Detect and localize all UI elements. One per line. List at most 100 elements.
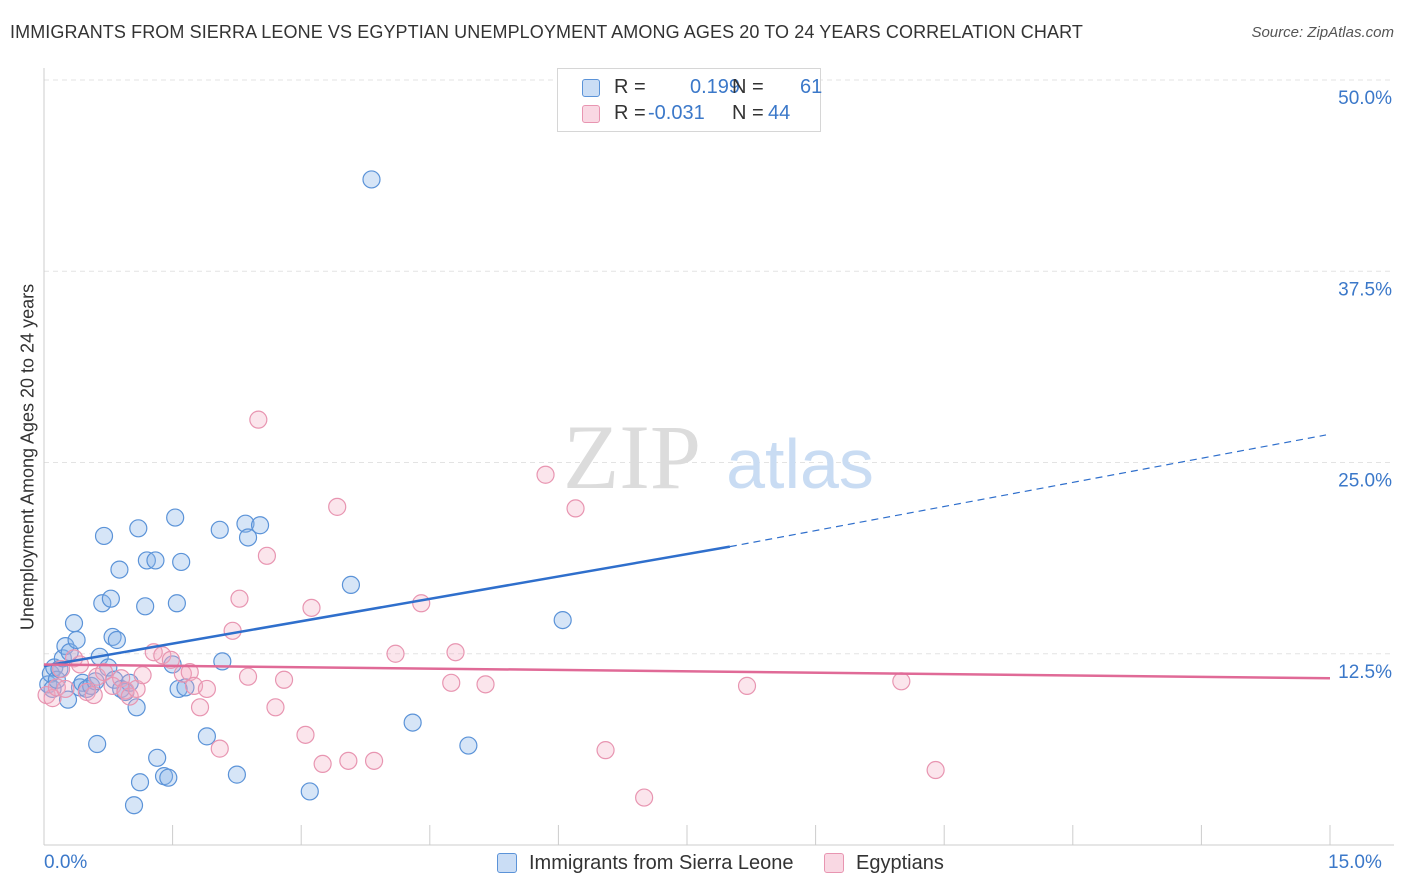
legend-n-value: 44: [768, 102, 791, 124]
data-point-egyptians: [302, 598, 321, 617]
legend-swatch-pink: [824, 853, 844, 873]
legend-n-value: 61: [800, 76, 823, 98]
legend-swatch-blue: [497, 853, 517, 873]
y-tick-label: 25.0%: [1338, 471, 1392, 492]
data-point-sierra-leone: [148, 748, 167, 767]
data-point-sierra-leone: [64, 614, 84, 633]
data-point-egyptians: [161, 650, 180, 669]
data-point-egyptians: [339, 751, 358, 770]
data-point-sierra-leone: [110, 560, 129, 579]
data-point-sierra-leone: [459, 736, 478, 755]
data-point-egyptians: [249, 410, 268, 429]
series-egyptians-points: [37, 410, 945, 807]
data-point-sierra-leone: [93, 594, 112, 613]
data-point-egyptians: [536, 465, 555, 484]
stats-legend: R = 0.199 N = 61 R = -0.031 N = 44: [557, 68, 823, 132]
data-point-sierra-leone: [172, 552, 191, 572]
data-point-sierra-leone: [553, 610, 572, 630]
watermark-atlas: atlas: [726, 425, 874, 503]
legend-series-name: Egyptians: [856, 852, 944, 874]
legend-swatch-pink: [582, 105, 600, 123]
data-point-egyptians: [412, 594, 431, 613]
y-tick-label: 12.5%: [1338, 662, 1392, 683]
data-point-egyptians: [266, 698, 285, 717]
data-point-sierra-leone: [94, 526, 114, 546]
data-point-egyptians: [635, 788, 654, 807]
data-point-sierra-leone: [210, 520, 229, 539]
gridlines: [44, 79, 1394, 655]
legend-n-label: N =: [732, 102, 764, 124]
data-point-sierra-leone: [67, 630, 86, 650]
legend-n-label: N =: [732, 76, 764, 98]
data-point-sierra-leone: [129, 519, 148, 538]
trend-line-sierra-leone-extension: [729, 434, 1327, 548]
data-point-sierra-leone: [130, 773, 150, 792]
data-point-egyptians: [210, 739, 229, 758]
data-point-sierra-leone: [197, 727, 216, 746]
data-point-sierra-leone: [300, 782, 319, 801]
data-point-egyptians: [442, 673, 461, 692]
data-point-sierra-leone: [238, 528, 258, 547]
data-point-egyptians: [313, 754, 332, 774]
data-point-sierra-leone: [136, 597, 155, 616]
data-point-sierra-leone: [146, 551, 165, 570]
data-point-egyptians: [328, 497, 347, 516]
data-point-egyptians: [94, 663, 114, 682]
trend-lines: [43, 434, 1331, 680]
data-point-sierra-leone: [88, 734, 107, 754]
data-point-sierra-leone: [107, 630, 126, 650]
data-point-sierra-leone: [341, 575, 361, 595]
y-axis-label: Unemployment Among Ages 20 to 24 years: [17, 283, 38, 631]
legend-swatch-blue: [582, 79, 600, 97]
data-point-egyptians: [180, 663, 199, 682]
y-tick-labels: 12.5% 25.0% 37.5% 50.0%: [1338, 88, 1392, 683]
data-point-sierra-leone: [105, 670, 124, 689]
data-point-egyptians: [892, 672, 911, 691]
axes: [43, 68, 1394, 846]
data-point-egyptians: [386, 644, 405, 663]
data-point-egyptians: [43, 689, 62, 708]
data-point-egyptians: [737, 676, 757, 695]
data-point-sierra-leone: [236, 514, 255, 533]
data-point-egyptians: [364, 751, 384, 770]
data-point-egyptians: [257, 546, 277, 565]
data-point-egyptians: [566, 499, 585, 518]
data-point-sierra-leone: [250, 516, 270, 535]
data-point-sierra-leone: [127, 698, 146, 717]
data-point-sierra-leone: [124, 796, 144, 815]
data-point-egyptians: [476, 675, 495, 694]
data-point-sierra-leone: [403, 713, 422, 732]
legend-r-value: 0.199: [690, 76, 741, 98]
data-point-sierra-leone: [167, 594, 186, 613]
data-point-egyptians: [223, 621, 242, 640]
x-tick-label-min: 0.0%: [44, 852, 88, 873]
data-point-egyptians: [197, 679, 216, 699]
data-point-egyptians: [446, 643, 465, 662]
data-point-sierra-leone: [362, 170, 381, 189]
data-point-egyptians: [56, 679, 75, 699]
data-point-egyptians: [190, 698, 210, 717]
legend-r-label: R =: [614, 102, 646, 124]
data-point-egyptians: [296, 725, 315, 744]
data-point-sierra-leone: [101, 589, 120, 608]
legend-r-label: R =: [614, 76, 646, 98]
chart-title: IMMIGRANTS FROM SIERRA LEONE VS EGYPTIAN…: [10, 22, 1083, 42]
data-point-egyptians: [120, 687, 139, 706]
y-tick-label: 50.0%: [1338, 88, 1392, 109]
data-point-sierra-leone: [227, 765, 246, 784]
trend-line-egyptians: [43, 663, 1331, 680]
y-tick-label: 37.5%: [1338, 279, 1392, 300]
data-point-egyptians: [926, 760, 945, 780]
data-point-egyptians: [596, 741, 615, 760]
data-point-sierra-leone: [159, 768, 178, 787]
data-point-sierra-leone: [166, 508, 185, 527]
data-point-egyptians: [153, 646, 172, 665]
trend-line-sierra-leone: [43, 545, 731, 668]
watermark: ZIP atlas: [563, 406, 874, 508]
legend-r-value: -0.031: [648, 102, 705, 124]
data-point-sierra-leone: [58, 690, 78, 709]
x-tick-label-max: 15.0%: [1328, 852, 1382, 873]
data-point-egyptians: [84, 685, 103, 705]
data-point-egyptians: [274, 670, 294, 689]
